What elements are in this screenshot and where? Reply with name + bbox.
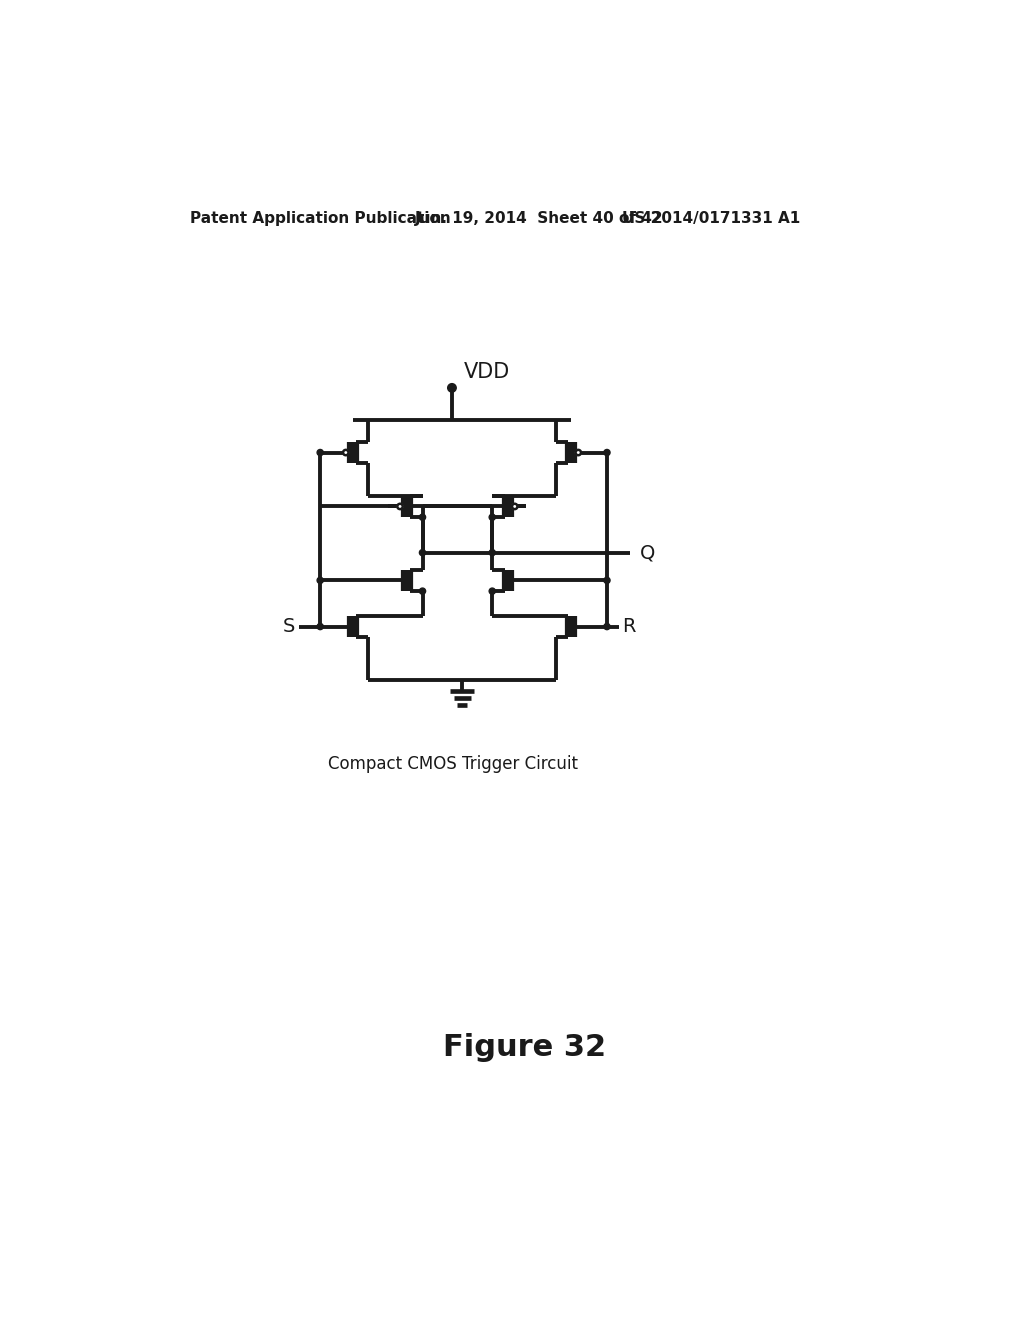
Circle shape — [343, 450, 348, 455]
Circle shape — [575, 450, 581, 455]
Circle shape — [317, 623, 324, 630]
Circle shape — [489, 589, 496, 594]
Circle shape — [489, 549, 496, 556]
Text: R: R — [623, 616, 636, 636]
Circle shape — [604, 623, 610, 630]
Text: S: S — [283, 616, 295, 636]
Text: Patent Application Publication: Patent Application Publication — [190, 211, 451, 226]
Text: US 2014/0171331 A1: US 2014/0171331 A1 — [623, 211, 801, 226]
Circle shape — [317, 577, 324, 583]
Circle shape — [512, 504, 517, 510]
Circle shape — [420, 589, 426, 594]
Circle shape — [420, 549, 426, 556]
Text: Compact CMOS Trigger Circuit: Compact CMOS Trigger Circuit — [329, 755, 579, 774]
Circle shape — [604, 577, 610, 583]
Circle shape — [397, 504, 402, 510]
Text: Figure 32: Figure 32 — [443, 1034, 606, 1063]
Circle shape — [604, 450, 610, 455]
Text: Jun. 19, 2014  Sheet 40 of 42: Jun. 19, 2014 Sheet 40 of 42 — [415, 211, 664, 226]
Text: VDD: VDD — [464, 362, 510, 381]
Text: Q: Q — [640, 543, 655, 562]
Circle shape — [317, 450, 324, 455]
Circle shape — [447, 384, 457, 392]
Circle shape — [420, 513, 426, 520]
Circle shape — [489, 513, 496, 520]
